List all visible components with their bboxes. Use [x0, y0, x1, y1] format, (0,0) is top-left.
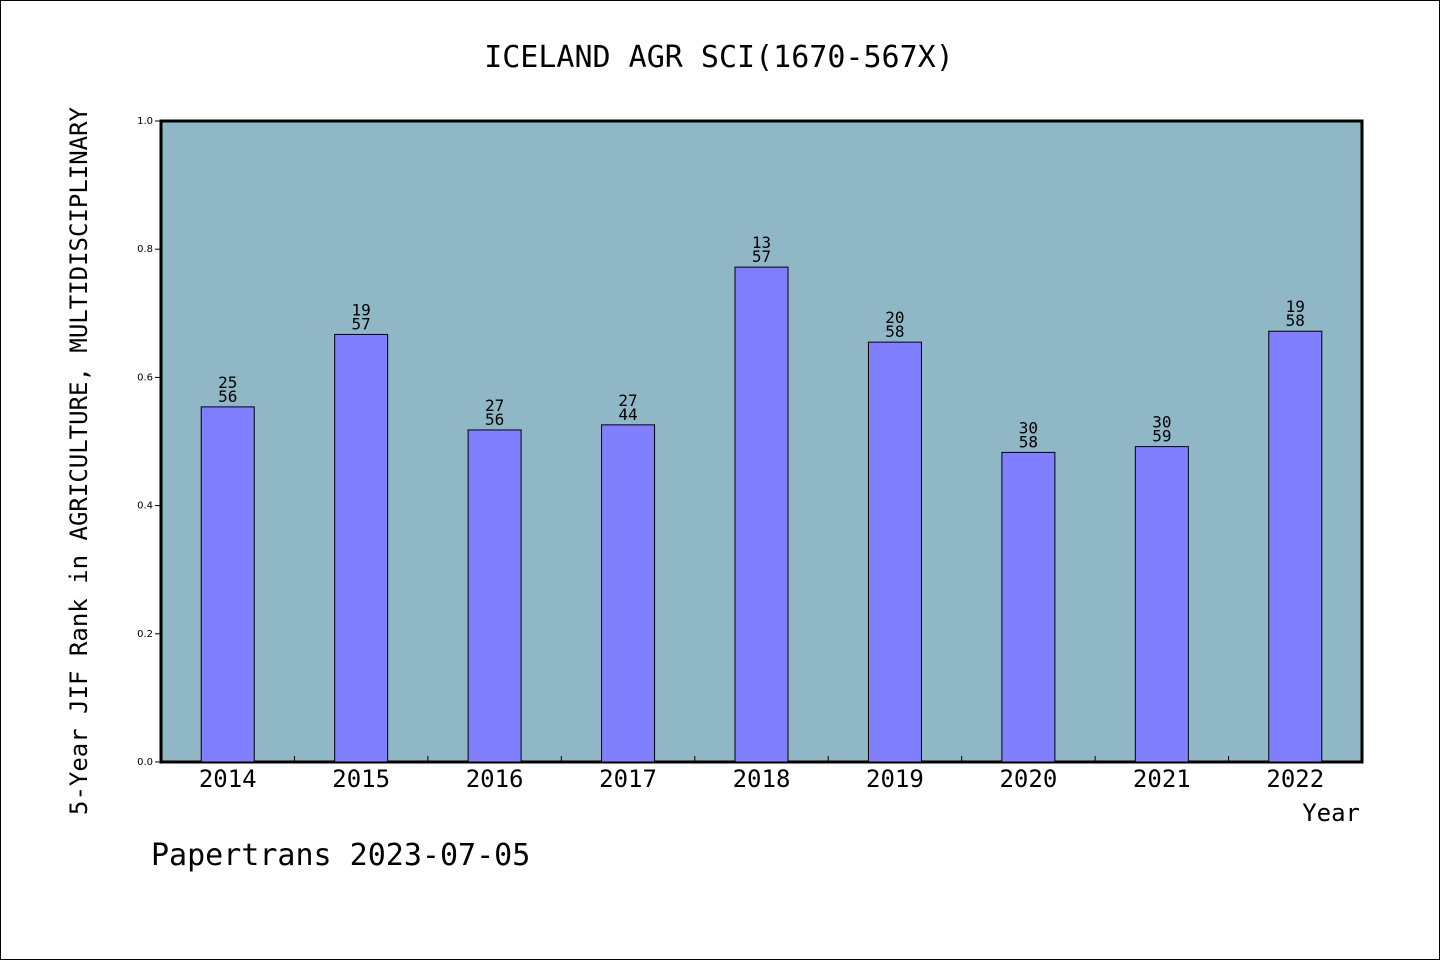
x-axis: 2014 2015 2016 2017 2018 2019 2020 2021 2022: [199, 756, 1324, 793]
footer-stamp: Papertrans 2023-07-05: [151, 838, 530, 873]
bar-label-total-2016: 56: [485, 410, 504, 429]
x-axis-label: Year: [1302, 799, 1360, 827]
y-axis: 0.0 0.2 0.4 0.6 0.8 1.0: [137, 116, 161, 768]
bar-2017: [601, 424, 656, 763]
bar-label-total-2021: 59: [1152, 427, 1171, 446]
bar-label-rank-2021: 30: [1152, 413, 1171, 432]
bar-label-rank-2022: 19: [1286, 297, 1305, 316]
bar-label-total-2018: 57: [752, 247, 771, 266]
x-tick-label-2016: 2016: [466, 765, 524, 793]
x-tick-label-2015: 2015: [332, 765, 390, 793]
y-tick-label-2: 0.4: [137, 501, 153, 512]
bar-2018: [734, 266, 789, 763]
bar-label-total-2020: 58: [1019, 432, 1038, 451]
x-tick-label-2022: 2022: [1266, 765, 1324, 793]
bar-label-total-2019: 58: [885, 322, 904, 341]
y-tick-label-1: 0.2: [137, 629, 153, 640]
y-axis-label: 5-Year JIF Rank in AGRICULTURE, MULTIDIS…: [65, 106, 93, 815]
bar-2014: [200, 406, 255, 763]
y-tick-label-3: 0.6: [137, 372, 153, 383]
bar-2015: [334, 333, 389, 763]
x-tick-label-2019: 2019: [866, 765, 924, 793]
bar-label-total-2022: 58: [1286, 311, 1305, 330]
bar-2016: [467, 429, 522, 763]
bar-label-rank-2014: 25: [218, 373, 237, 392]
x-tick-label-2018: 2018: [733, 765, 791, 793]
x-tick-label-2014: 2014: [199, 765, 257, 793]
y-tick-label-5: 1.0: [137, 116, 153, 127]
x-tick-label-2020: 2020: [999, 765, 1057, 793]
bar-label-total-2017: 44: [618, 405, 637, 424]
x-tick-label-2021: 2021: [1133, 765, 1191, 793]
bar-label-rank-2016: 27: [485, 396, 504, 415]
bar-label-rank-2019: 20: [885, 308, 904, 327]
bar-2021: [1134, 446, 1189, 763]
y-tick-label-0: 0.0: [137, 757, 153, 768]
bar-label-rank-2015: 19: [352, 300, 371, 319]
bar-label-rank-2017: 27: [618, 391, 637, 410]
x-tick-label-2017: 2017: [599, 765, 657, 793]
bar-label-rank-2018: 13: [752, 233, 771, 252]
chart-title: ICELAND AGR SCI(1670-567X): [484, 40, 954, 75]
bar-2019: [867, 341, 922, 763]
bar-label-total-2015: 57: [352, 314, 371, 333]
bar-label-total-2014: 56: [218, 387, 237, 406]
bar-label-rank-2020: 30: [1019, 418, 1038, 437]
bar-2022: [1268, 330, 1323, 763]
bar-2020: [1001, 451, 1056, 763]
y-tick-label-4: 0.8: [137, 244, 153, 255]
